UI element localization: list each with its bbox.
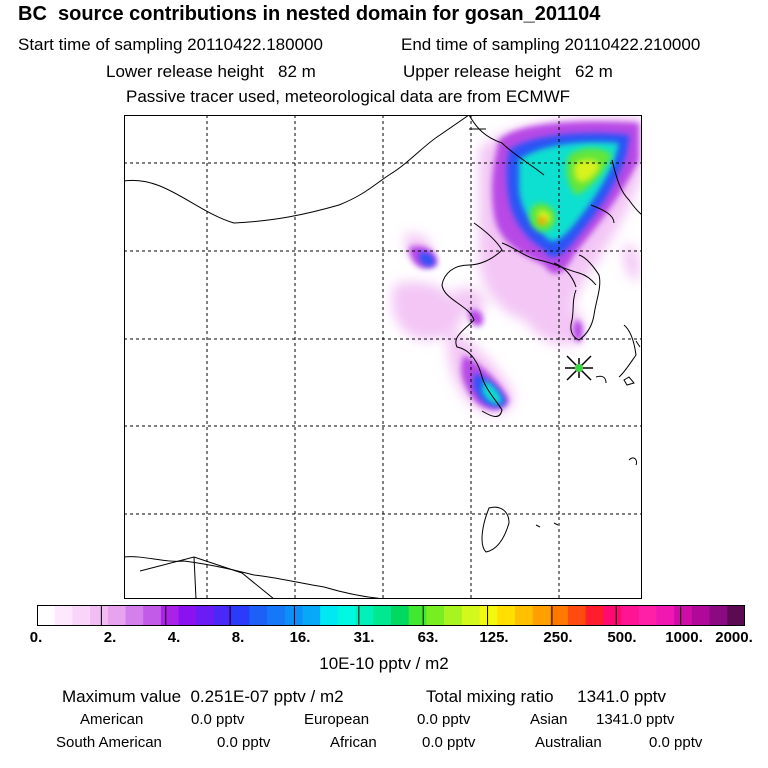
colorbar-cell <box>727 605 745 626</box>
colorbar-cell <box>214 605 233 626</box>
colorbar-cell <box>231 605 250 626</box>
region-african-value: 0.0 pptv <box>422 734 476 751</box>
map-frame <box>124 115 642 599</box>
colorbar-cell <box>143 605 162 626</box>
colorbar-cell <box>603 605 622 626</box>
colorbar-cell <box>178 605 197 626</box>
receptor-star-icon <box>565 355 593 381</box>
colorbar-tick-1: 2. <box>103 629 117 646</box>
colorbar-tick-10: 1000. <box>665 629 703 646</box>
colorbar-cell <box>320 605 339 626</box>
colorbar-cell <box>72 605 91 626</box>
colorbar-tick-2: 4. <box>167 629 181 646</box>
region-asian-value: 1341.0 pptv <box>596 711 675 728</box>
colorbar-cell <box>408 605 427 626</box>
colorbar-cells <box>37 605 745 626</box>
colorbar-cell <box>709 605 728 626</box>
colorbar-tick-0: 0. <box>29 629 43 646</box>
colorbar-cell <box>196 605 215 626</box>
colorbar-cell <box>621 605 640 626</box>
colorbar-cell <box>638 605 658 626</box>
colorbar-cell <box>373 605 392 626</box>
upper-release-height: Upper release height 62 m <box>403 62 613 81</box>
colorbar-separators <box>100 605 682 626</box>
colorbar-cell <box>691 605 711 626</box>
colorbar-cell <box>479 605 498 626</box>
model-note: Passive tracer used, meteorological data… <box>126 87 571 106</box>
colorbar-cell <box>461 605 481 626</box>
region-australian-name: Australian <box>535 734 602 751</box>
colorbar-tick-4: 16. <box>289 629 311 646</box>
region-south-american-name: South American <box>56 734 162 751</box>
region-south-american-value: 0.0 pptv <box>217 734 271 751</box>
sampling-start-time: Start time of sampling 20110422.180000 <box>18 35 323 54</box>
colorbar-cell <box>426 605 445 626</box>
colorbar-cell <box>674 605 693 626</box>
region-asian-name: Asian <box>530 711 568 728</box>
colorbar-cell <box>585 605 604 626</box>
region-australian-value: 0.0 pptv <box>649 734 703 751</box>
lat-lon-grid <box>124 115 642 599</box>
colorbar-cell <box>54 605 73 626</box>
colorbar-units: 10E-10 pptv / m2 <box>319 654 449 673</box>
concentration-map <box>124 115 642 599</box>
sampling-end-time: End time of sampling 20110422.210000 <box>401 35 701 54</box>
region-american-name: American <box>80 711 144 728</box>
colorbar-frame <box>37 605 745 626</box>
colorbar-cell <box>532 605 551 626</box>
colorbar-cell <box>249 605 268 626</box>
colorbar-cell <box>160 605 180 626</box>
colorbar-cell <box>497 605 516 626</box>
colorbar-cell <box>302 605 321 626</box>
colorbar-cell <box>444 605 463 626</box>
region-european-value: 0.0 pptv <box>417 711 471 728</box>
colorbar <box>37 605 745 626</box>
region-american-value: 0.0 pptv <box>191 711 245 728</box>
total-mixing-ratio: Total mixing ratio 1341.0 pptv <box>426 687 667 706</box>
map-title: BC source contributions in nested domain… <box>18 3 601 25</box>
colorbar-cell <box>514 605 534 626</box>
colorbar-cell <box>550 605 569 626</box>
colorbar-cell <box>37 605 56 626</box>
colorbar-cell <box>125 605 144 626</box>
colorbar-tick-7: 125. <box>479 629 509 646</box>
colorbar-cell <box>267 605 286 626</box>
colorbar-tick-8: 250. <box>543 629 573 646</box>
colorbar-cell <box>337 605 357 626</box>
colorbar-cell <box>656 605 675 626</box>
colorbar-tick-11: 2000. <box>715 629 753 646</box>
colorbar-cell <box>568 605 587 626</box>
lower-release-height: Lower release height 82 m <box>106 62 316 81</box>
colorbar-tick-3: 8. <box>231 629 245 646</box>
maximum-value: Maximum value 0.251E-07 pptv / m2 <box>62 687 344 706</box>
colorbar-cell <box>355 605 374 626</box>
region-european-name: European <box>304 711 370 728</box>
coastlines <box>124 115 642 599</box>
colorbar-cell <box>107 605 127 626</box>
colorbar-tick-9: 500. <box>607 629 637 646</box>
colorbar-tick-5: 31. <box>353 629 375 646</box>
plume-field <box>392 116 642 415</box>
colorbar-cell <box>391 605 410 626</box>
region-african-name: African <box>330 734 377 751</box>
colorbar-tick-6: 63. <box>417 629 439 646</box>
colorbar-cell <box>90 605 109 626</box>
